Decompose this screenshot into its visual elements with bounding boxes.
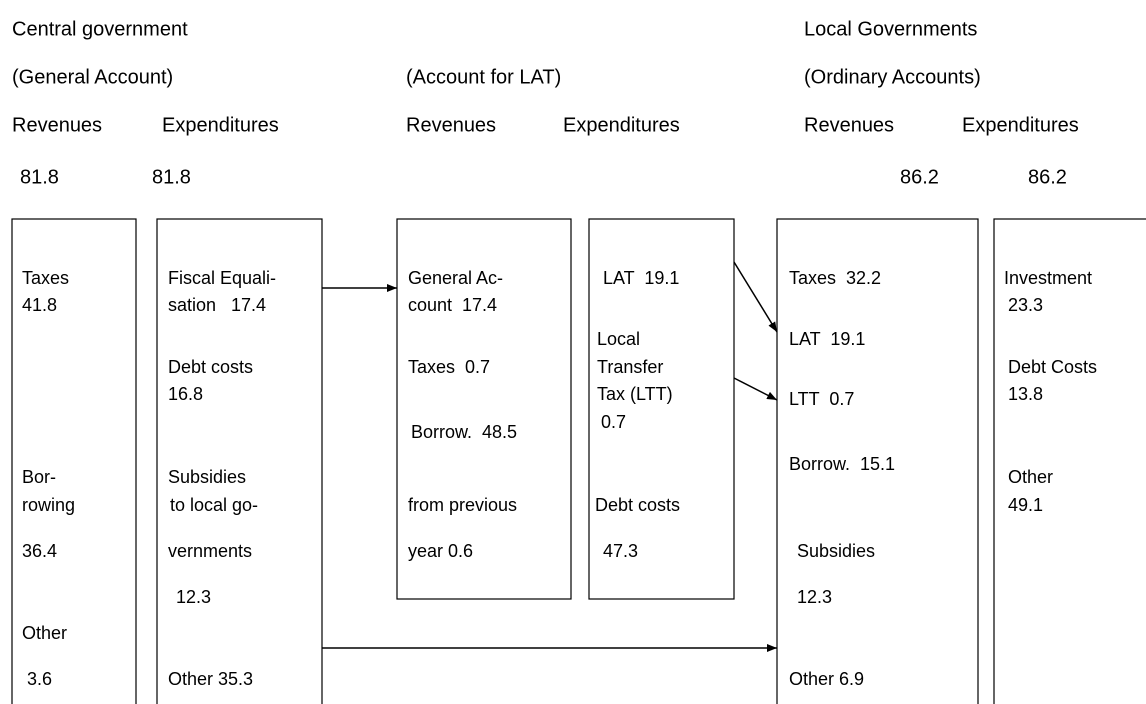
box-line: 12.3 (176, 587, 211, 607)
column-label: Revenues (406, 114, 496, 136)
arrow (733, 261, 778, 333)
account-box (156, 218, 323, 704)
box-line: Borrow. 48.5 (411, 422, 517, 442)
lat-account: (Account for LAT) (406, 66, 561, 88)
box-line: Other 6.9 (789, 669, 864, 689)
box-line: Other 35.3 (168, 669, 253, 689)
central-account: (General Account) (12, 66, 173, 88)
box-line: 49.1 (1008, 495, 1043, 515)
box-line: Taxes (22, 268, 69, 288)
box-line: Fiscal Equali- (168, 268, 276, 288)
central-title: Central government (12, 18, 188, 40)
total: 86.2 (900, 166, 939, 188)
box-line: General Ac- (408, 268, 503, 288)
account-box (588, 218, 735, 600)
box-line: Investment (1004, 268, 1092, 288)
account-box (11, 218, 137, 704)
box-line: from previous (408, 495, 517, 515)
box-line: 0.7 (601, 412, 626, 432)
box-line: Other (1008, 467, 1053, 487)
box-line: Debt costs (168, 357, 253, 377)
account-box (396, 218, 572, 600)
box-line: 47.3 (603, 541, 638, 561)
box-line: count 17.4 (408, 295, 497, 315)
column-label: Revenues (804, 114, 894, 136)
total: 86.2 (1028, 166, 1067, 188)
box-line: LAT 19.1 (603, 268, 679, 288)
box-line: Borrow. 15.1 (789, 454, 895, 474)
box-line: Bor- (22, 467, 56, 487)
local-title: Local Governments (804, 18, 977, 40)
box-line: LTT 0.7 (789, 389, 854, 409)
total: 81.8 (20, 166, 59, 188)
box-line: 23.3 (1008, 295, 1043, 315)
box-line: sation 17.4 (168, 295, 266, 315)
box-line: rowing (22, 495, 75, 515)
column-label: Expenditures (162, 114, 279, 136)
box-line: 36.4 (22, 541, 57, 561)
account-box (993, 218, 1146, 704)
box-line: Local (597, 329, 640, 349)
box-line: year 0.6 (408, 541, 473, 561)
account-box (776, 218, 979, 704)
box-line: Other (22, 623, 67, 643)
total: 81.8 (152, 166, 191, 188)
box-line: LAT 19.1 (789, 329, 865, 349)
box-line: Subsidies (797, 541, 875, 561)
box-line: 3.6 (27, 669, 52, 689)
column-label: Revenues (12, 114, 102, 136)
box-line: 16.8 (168, 384, 203, 404)
box-line: Tax (LTT) (597, 384, 673, 404)
box-line: 12.3 (797, 587, 832, 607)
box-line: 41.8 (22, 295, 57, 315)
box-line: to local go- (170, 495, 258, 515)
box-line: Debt costs (595, 495, 680, 515)
box-line: Transfer (597, 357, 663, 377)
box-line: Subsidies (168, 467, 246, 487)
box-line: vernments (168, 541, 252, 561)
box-line: Taxes 32.2 (789, 268, 881, 288)
column-label: Expenditures (962, 114, 1079, 136)
local-account: (Ordinary Accounts) (804, 66, 981, 88)
box-line: 13.8 (1008, 384, 1043, 404)
box-line: Taxes 0.7 (408, 357, 490, 377)
column-label: Expenditures (563, 114, 680, 136)
box-line: Debt Costs (1008, 357, 1097, 377)
arrow (733, 377, 778, 401)
